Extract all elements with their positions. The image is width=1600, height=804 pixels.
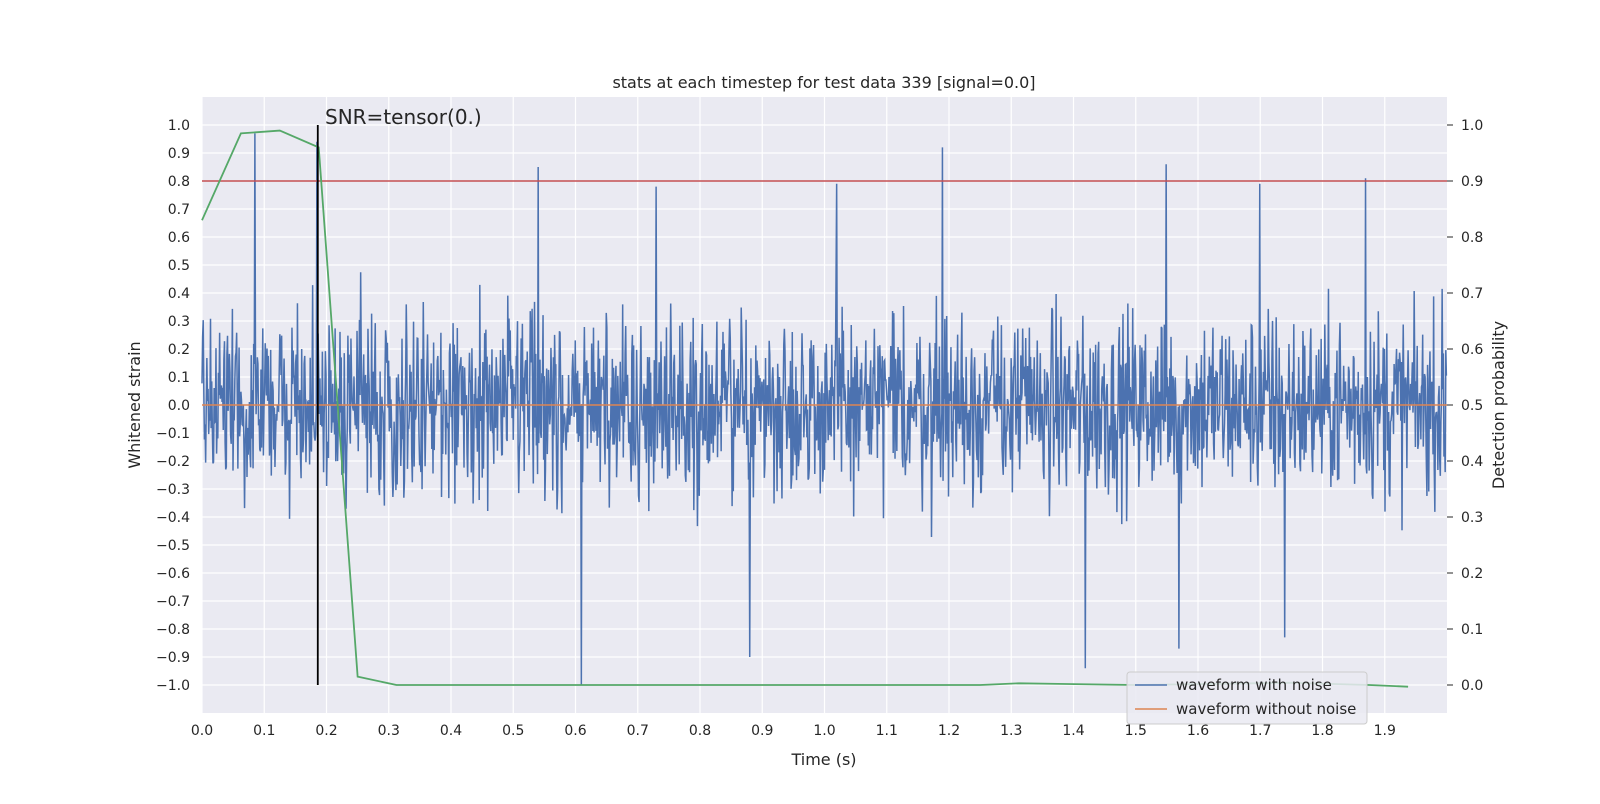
x-tick-label: 0.1 xyxy=(253,723,275,739)
chart-title: stats at each timestep for test data 339… xyxy=(612,73,1035,92)
y-tick-label: 0.1 xyxy=(168,370,190,386)
x-axis-ticks: 0.0 0.1 0.2 0.3 0.4 0.5 0.6 0.7 0.8 0.9 1.0 1.1 1.2 1… xyxy=(191,723,1396,739)
y-tick-label: −0.9 xyxy=(156,650,190,666)
legend-box xyxy=(1126,671,1368,725)
y-tick-label: −0.3 xyxy=(156,482,190,498)
x-tick-label: 1.0 xyxy=(813,723,835,739)
x-tick-label: 1.6 xyxy=(1187,723,1209,739)
legend-label-noise: waveform with noise xyxy=(1176,676,1332,694)
y-tick-label: 1.0 xyxy=(168,118,190,134)
y-tick-label: 0.8 xyxy=(168,174,190,190)
y-tick-label: −0.5 xyxy=(156,538,190,554)
x-tick-label: 1.7 xyxy=(1249,723,1271,739)
y-tick-label: 0.0 xyxy=(168,398,190,414)
y2-axis-label: Detection probability xyxy=(1489,321,1508,489)
x-tick-label: 0.8 xyxy=(689,723,711,739)
y2-tick-label: 0.4 xyxy=(1461,454,1483,470)
x-tick-label: 1.1 xyxy=(876,723,898,739)
x-tick-label: 0.3 xyxy=(378,723,400,739)
y-tick-label: −0.1 xyxy=(156,426,190,442)
y2-tick-label: 0.7 xyxy=(1461,286,1483,302)
y2-tick-label: 0.1 xyxy=(1461,622,1483,638)
y2-tick-label: 0.3 xyxy=(1461,510,1483,526)
snr-annotation: SNR=tensor(0.) xyxy=(325,105,482,129)
y2-tick-label: 0.9 xyxy=(1461,174,1483,190)
y-tick-label: 0.7 xyxy=(168,202,190,218)
noise-line xyxy=(201,133,1448,686)
x-tick-label: 1.4 xyxy=(1062,723,1084,739)
y-tick-label: −0.7 xyxy=(156,594,190,610)
y-axis-label: Whitened strain xyxy=(125,341,144,468)
x-tick-label: 0.5 xyxy=(502,723,524,739)
y-tick-label: 0.2 xyxy=(168,342,190,358)
y2-tick-label: 0.0 xyxy=(1461,678,1483,694)
x-tick-label: 1.3 xyxy=(1000,723,1022,739)
y-tick-label: 0.6 xyxy=(168,230,190,246)
y-tick-label: 0.5 xyxy=(168,258,190,274)
x-axis-label: Time (s) xyxy=(790,750,856,769)
x-tick-label: 0.2 xyxy=(315,723,337,739)
x-tick-label: 1.8 xyxy=(1311,723,1333,739)
x-tick-label: 0.4 xyxy=(440,723,462,739)
y-tick-label: −0.6 xyxy=(156,566,190,582)
y-tick-label: −1.0 xyxy=(156,678,190,694)
x-tick-label: 0.7 xyxy=(627,723,649,739)
y2-axis-ticks: 1.0 0.9 0.8 0.7 0.6 0.5 0.4 0.3 0.2 0.1 0.0 xyxy=(1447,118,1483,694)
x-tick-label: 0.0 xyxy=(191,723,213,739)
y-tick-label: −0.8 xyxy=(156,622,190,638)
y2-tick-label: 0.5 xyxy=(1461,398,1483,414)
x-tick-label: 0.6 xyxy=(564,723,586,739)
y2-tick-label: 0.2 xyxy=(1461,566,1483,582)
y-tick-label: −0.2 xyxy=(156,454,190,470)
series-waveform-with-noise xyxy=(201,133,1448,686)
legend-label-clean: waveform without noise xyxy=(1176,700,1356,718)
y2-tick-label: 0.8 xyxy=(1461,230,1483,246)
y2-tick-label: 1.0 xyxy=(1461,118,1483,134)
y-tick-label: 0.4 xyxy=(168,286,190,302)
legend: waveform with noise waveform without noi… xyxy=(1126,671,1368,725)
x-tick-label: 1.9 xyxy=(1374,723,1396,739)
y2-tick-label: 0.6 xyxy=(1461,342,1483,358)
x-tick-label: 0.9 xyxy=(751,723,773,739)
y-axis-ticks: 1.0 0.9 0.8 0.7 0.6 0.5 0.4 0.3 0.2 0.1 0.0 −0.1 −0.… xyxy=(156,118,190,694)
x-tick-label: 1.5 xyxy=(1125,723,1147,739)
y-tick-label: 0.3 xyxy=(168,314,190,330)
y-tick-label: 0.9 xyxy=(168,146,190,162)
y-tick-label: −0.4 xyxy=(156,510,190,526)
x-tick-label: 1.2 xyxy=(938,723,960,739)
